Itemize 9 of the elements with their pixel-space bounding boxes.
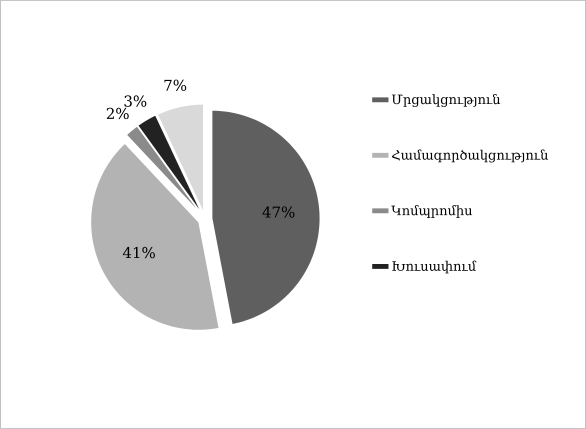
legend-label: Մրցակցություն: [392, 94, 500, 107]
data-label: 2%: [106, 108, 129, 120]
data-label: 7%: [164, 80, 186, 91]
legend-label: Համագործակցություն: [392, 150, 548, 162]
legend-label: Խուսափում: [392, 260, 476, 274]
legend-label: Կոմպրոմիս: [391, 205, 472, 218]
data-label: 47%: [262, 206, 294, 218]
data-label: 3%: [124, 95, 146, 107]
data-label: 41%: [122, 246, 155, 258]
